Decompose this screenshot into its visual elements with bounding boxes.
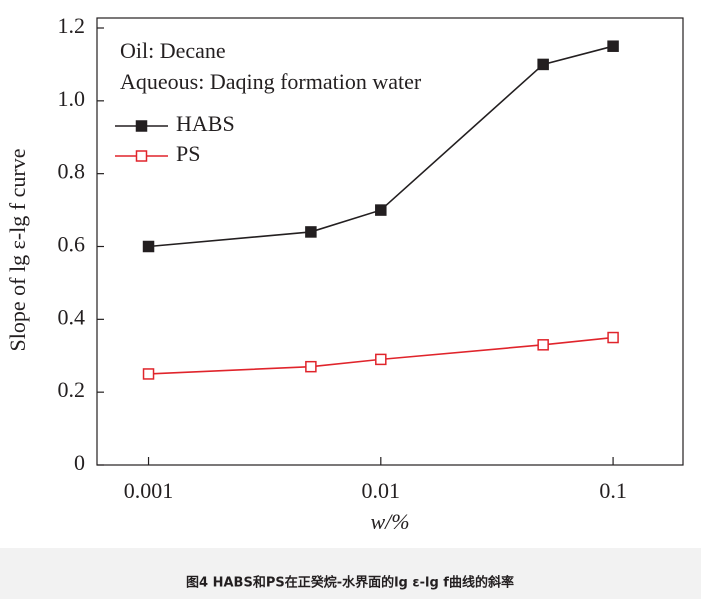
legend-marker	[135, 150, 148, 162]
plot-frame	[96, 17, 684, 466]
annotation: Aqueous: Daqing formation water	[120, 69, 422, 94]
x-axis-label: w/%	[370, 509, 409, 534]
legend-marker	[135, 120, 148, 132]
data-point	[375, 204, 387, 216]
y-axis-label: Slope of lg ε-lg f curve	[5, 149, 30, 352]
y-tick-label: 0.6	[58, 232, 86, 257]
y-tick-label: 1.0	[58, 86, 86, 111]
data-point	[142, 368, 155, 380]
x-tick-label: 0.1	[599, 478, 627, 503]
data-point	[607, 331, 619, 344]
x-tick-label: 0.01	[362, 478, 401, 503]
y-tick-label: 1.2	[58, 13, 86, 38]
x-tick-label: 0.001	[124, 478, 174, 503]
data-point	[537, 339, 549, 351]
data-point	[607, 40, 619, 52]
data-point	[305, 360, 317, 373]
caption-band	[0, 548, 701, 599]
data-point	[305, 226, 317, 238]
legend-label: PS	[176, 141, 200, 166]
data-point	[375, 353, 387, 366]
caption: 图4 HABS和PS在正癸烷-水界面的lg ε-lg f曲线的斜率	[186, 575, 514, 591]
y-tick-label: 0.4	[58, 304, 86, 329]
annotation: Oil: Decane	[120, 38, 226, 63]
data-point	[142, 240, 155, 253]
data-point	[537, 58, 549, 71]
y-tick-label: 0.8	[58, 159, 86, 184]
legend-label: HABS	[176, 111, 235, 136]
y-tick-label: 0	[74, 450, 85, 475]
y-tick-label: 0.2	[58, 377, 86, 402]
